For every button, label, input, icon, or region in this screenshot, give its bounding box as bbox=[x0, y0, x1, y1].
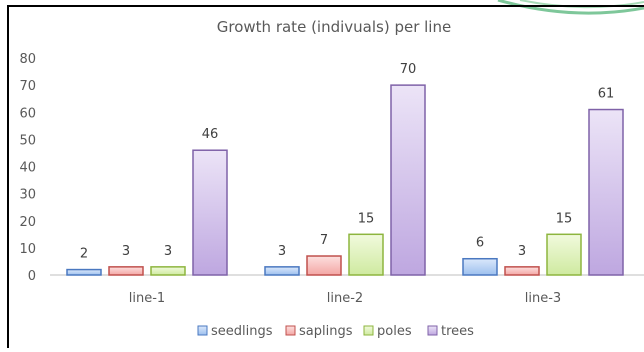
y-tick-label: 0 bbox=[28, 269, 36, 284]
y-axis: 0 10 20 30 40 50 60 70 80 bbox=[19, 52, 36, 284]
data-label: 3 bbox=[164, 244, 172, 259]
data-label: 3 bbox=[518, 244, 526, 259]
chart-border bbox=[7, 5, 644, 352]
y-tick-label: 40 bbox=[19, 161, 36, 176]
chart-title: Growth rate (indivuals) per line bbox=[217, 18, 451, 36]
legend-label-seedlings: seedlings bbox=[211, 324, 273, 339]
bar-poles-line-1 bbox=[150, 266, 186, 276]
y-tick-label: 80 bbox=[19, 52, 36, 67]
bar-trees-line-3 bbox=[588, 108, 624, 276]
y-tick-label: 60 bbox=[19, 106, 36, 121]
legend-swatch-saplings bbox=[285, 325, 296, 336]
bar-trees-line-1 bbox=[192, 149, 228, 276]
legend-label-poles: poles bbox=[377, 324, 412, 339]
bar-poles-line-2 bbox=[348, 233, 384, 276]
bar-saplings-line-1 bbox=[108, 266, 144, 276]
legend-label-trees: trees bbox=[441, 324, 474, 339]
bars-group: 2 3 3 46 3 7 15 70 6 3 15 61 bbox=[66, 62, 624, 276]
data-label: 70 bbox=[400, 62, 417, 77]
x-tick-label: line-3 bbox=[525, 291, 561, 306]
y-tick-label: 70 bbox=[19, 79, 36, 94]
x-axis: line-1 line-2 line-3 bbox=[50, 274, 644, 306]
bar-seedlings-line-3 bbox=[462, 257, 498, 276]
legend-swatch-poles bbox=[363, 325, 374, 336]
bar-seedlings-line-1 bbox=[66, 268, 102, 276]
bar-saplings-line-2 bbox=[306, 255, 342, 276]
bar-saplings-line-3 bbox=[504, 266, 540, 276]
legend-swatch-trees bbox=[427, 325, 438, 336]
y-tick-label: 10 bbox=[19, 242, 36, 257]
data-label: 3 bbox=[278, 244, 286, 259]
data-label: 7 bbox=[320, 233, 328, 248]
bar-trees-line-2 bbox=[390, 84, 426, 276]
data-label: 61 bbox=[598, 87, 615, 102]
data-label: 2 bbox=[80, 247, 88, 262]
y-tick-label: 30 bbox=[19, 188, 36, 203]
data-label: 6 bbox=[476, 236, 484, 251]
legend: seedlings saplings poles trees bbox=[197, 324, 474, 339]
x-tick-label: line-1 bbox=[129, 291, 165, 306]
data-label: 46 bbox=[202, 127, 219, 142]
legend-label-saplings: saplings bbox=[299, 324, 353, 339]
data-label: 15 bbox=[358, 211, 375, 226]
legend-swatch-seedlings bbox=[197, 325, 208, 336]
data-label: 3 bbox=[122, 244, 130, 259]
data-label: 15 bbox=[556, 211, 573, 226]
bar-poles-line-3 bbox=[546, 233, 582, 276]
y-tick-label: 20 bbox=[19, 215, 36, 230]
x-tick-label: line-2 bbox=[327, 291, 363, 306]
bar-seedlings-line-2 bbox=[264, 266, 300, 276]
y-tick-label: 50 bbox=[19, 133, 36, 148]
